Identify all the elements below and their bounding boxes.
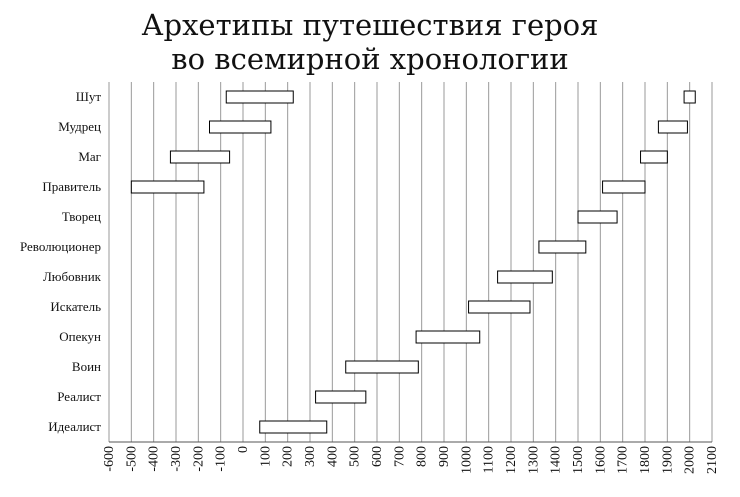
x-tick-label: 100: [258, 446, 273, 467]
x-tick-label: 0: [236, 446, 251, 453]
category-label: Идеалист: [48, 419, 101, 434]
x-tick-label: -400: [147, 446, 162, 472]
range-bar: [415, 330, 481, 344]
x-tick-label: 1600: [593, 446, 608, 474]
x-tick-label: 1800: [638, 446, 653, 474]
range-bar: [225, 90, 294, 104]
x-tick-label: 800: [415, 446, 430, 467]
x-tick-label: 900: [437, 446, 452, 467]
x-tick-label: 1500: [571, 446, 586, 474]
category-label: Воин: [72, 359, 101, 374]
range-bar: [130, 180, 205, 194]
range-bar-secondary: [683, 90, 696, 104]
x-tick-label: -200: [191, 446, 206, 472]
range-bar: [468, 300, 531, 314]
x-tick-label: 1900: [660, 446, 675, 474]
category-label: Мудрец: [58, 119, 101, 134]
x-tick-label: 1200: [504, 446, 519, 474]
x-tick-label: 300: [303, 446, 318, 467]
category-label: Шут: [76, 89, 102, 104]
range-bar: [497, 270, 553, 284]
range-bar: [209, 120, 272, 134]
x-tick-label: 2000: [683, 446, 698, 474]
category-label: Реалист: [57, 389, 101, 404]
range-bar: [169, 150, 231, 164]
x-tick-label: 400: [325, 446, 340, 467]
x-tick-label: 200: [281, 446, 296, 467]
category-label: Правитель: [42, 179, 101, 194]
range-bar: [345, 360, 419, 374]
x-tick-label: 600: [370, 446, 385, 467]
x-tick-label: 500: [348, 446, 363, 467]
chart-title-line-1: Архетипы путешествия героя: [141, 8, 599, 42]
range-bar-secondary: [602, 180, 646, 194]
range-bar: [315, 390, 367, 404]
category-label: Творец: [62, 209, 101, 224]
category-label: Маг: [78, 149, 101, 164]
range-bar: [259, 420, 328, 434]
x-tick-label: 1000: [459, 446, 474, 474]
x-tick-label: 700: [392, 446, 407, 467]
category-label: Искатель: [50, 299, 101, 314]
range-bar: [538, 240, 587, 254]
x-tick-label: 1700: [616, 446, 631, 474]
range-bar-secondary: [657, 120, 688, 134]
x-tick-label: -300: [169, 446, 184, 472]
category-label: Революционер: [20, 239, 101, 254]
chart-title-line-2: во всемирной хронологии: [171, 42, 569, 76]
x-tick-label: -100: [214, 446, 229, 472]
x-tick-label: -500: [124, 446, 139, 472]
x-tick-label: 1400: [549, 446, 564, 474]
category-label: Опекун: [59, 329, 101, 344]
x-tick-label: 1100: [482, 446, 497, 473]
x-tick-label: -600: [102, 446, 117, 472]
category-label: Любовник: [43, 269, 102, 284]
x-tick-label: 2100: [705, 446, 720, 474]
range-bar: [577, 210, 618, 224]
x-tick-label: 1300: [526, 446, 541, 474]
range-bar-secondary: [640, 150, 668, 164]
